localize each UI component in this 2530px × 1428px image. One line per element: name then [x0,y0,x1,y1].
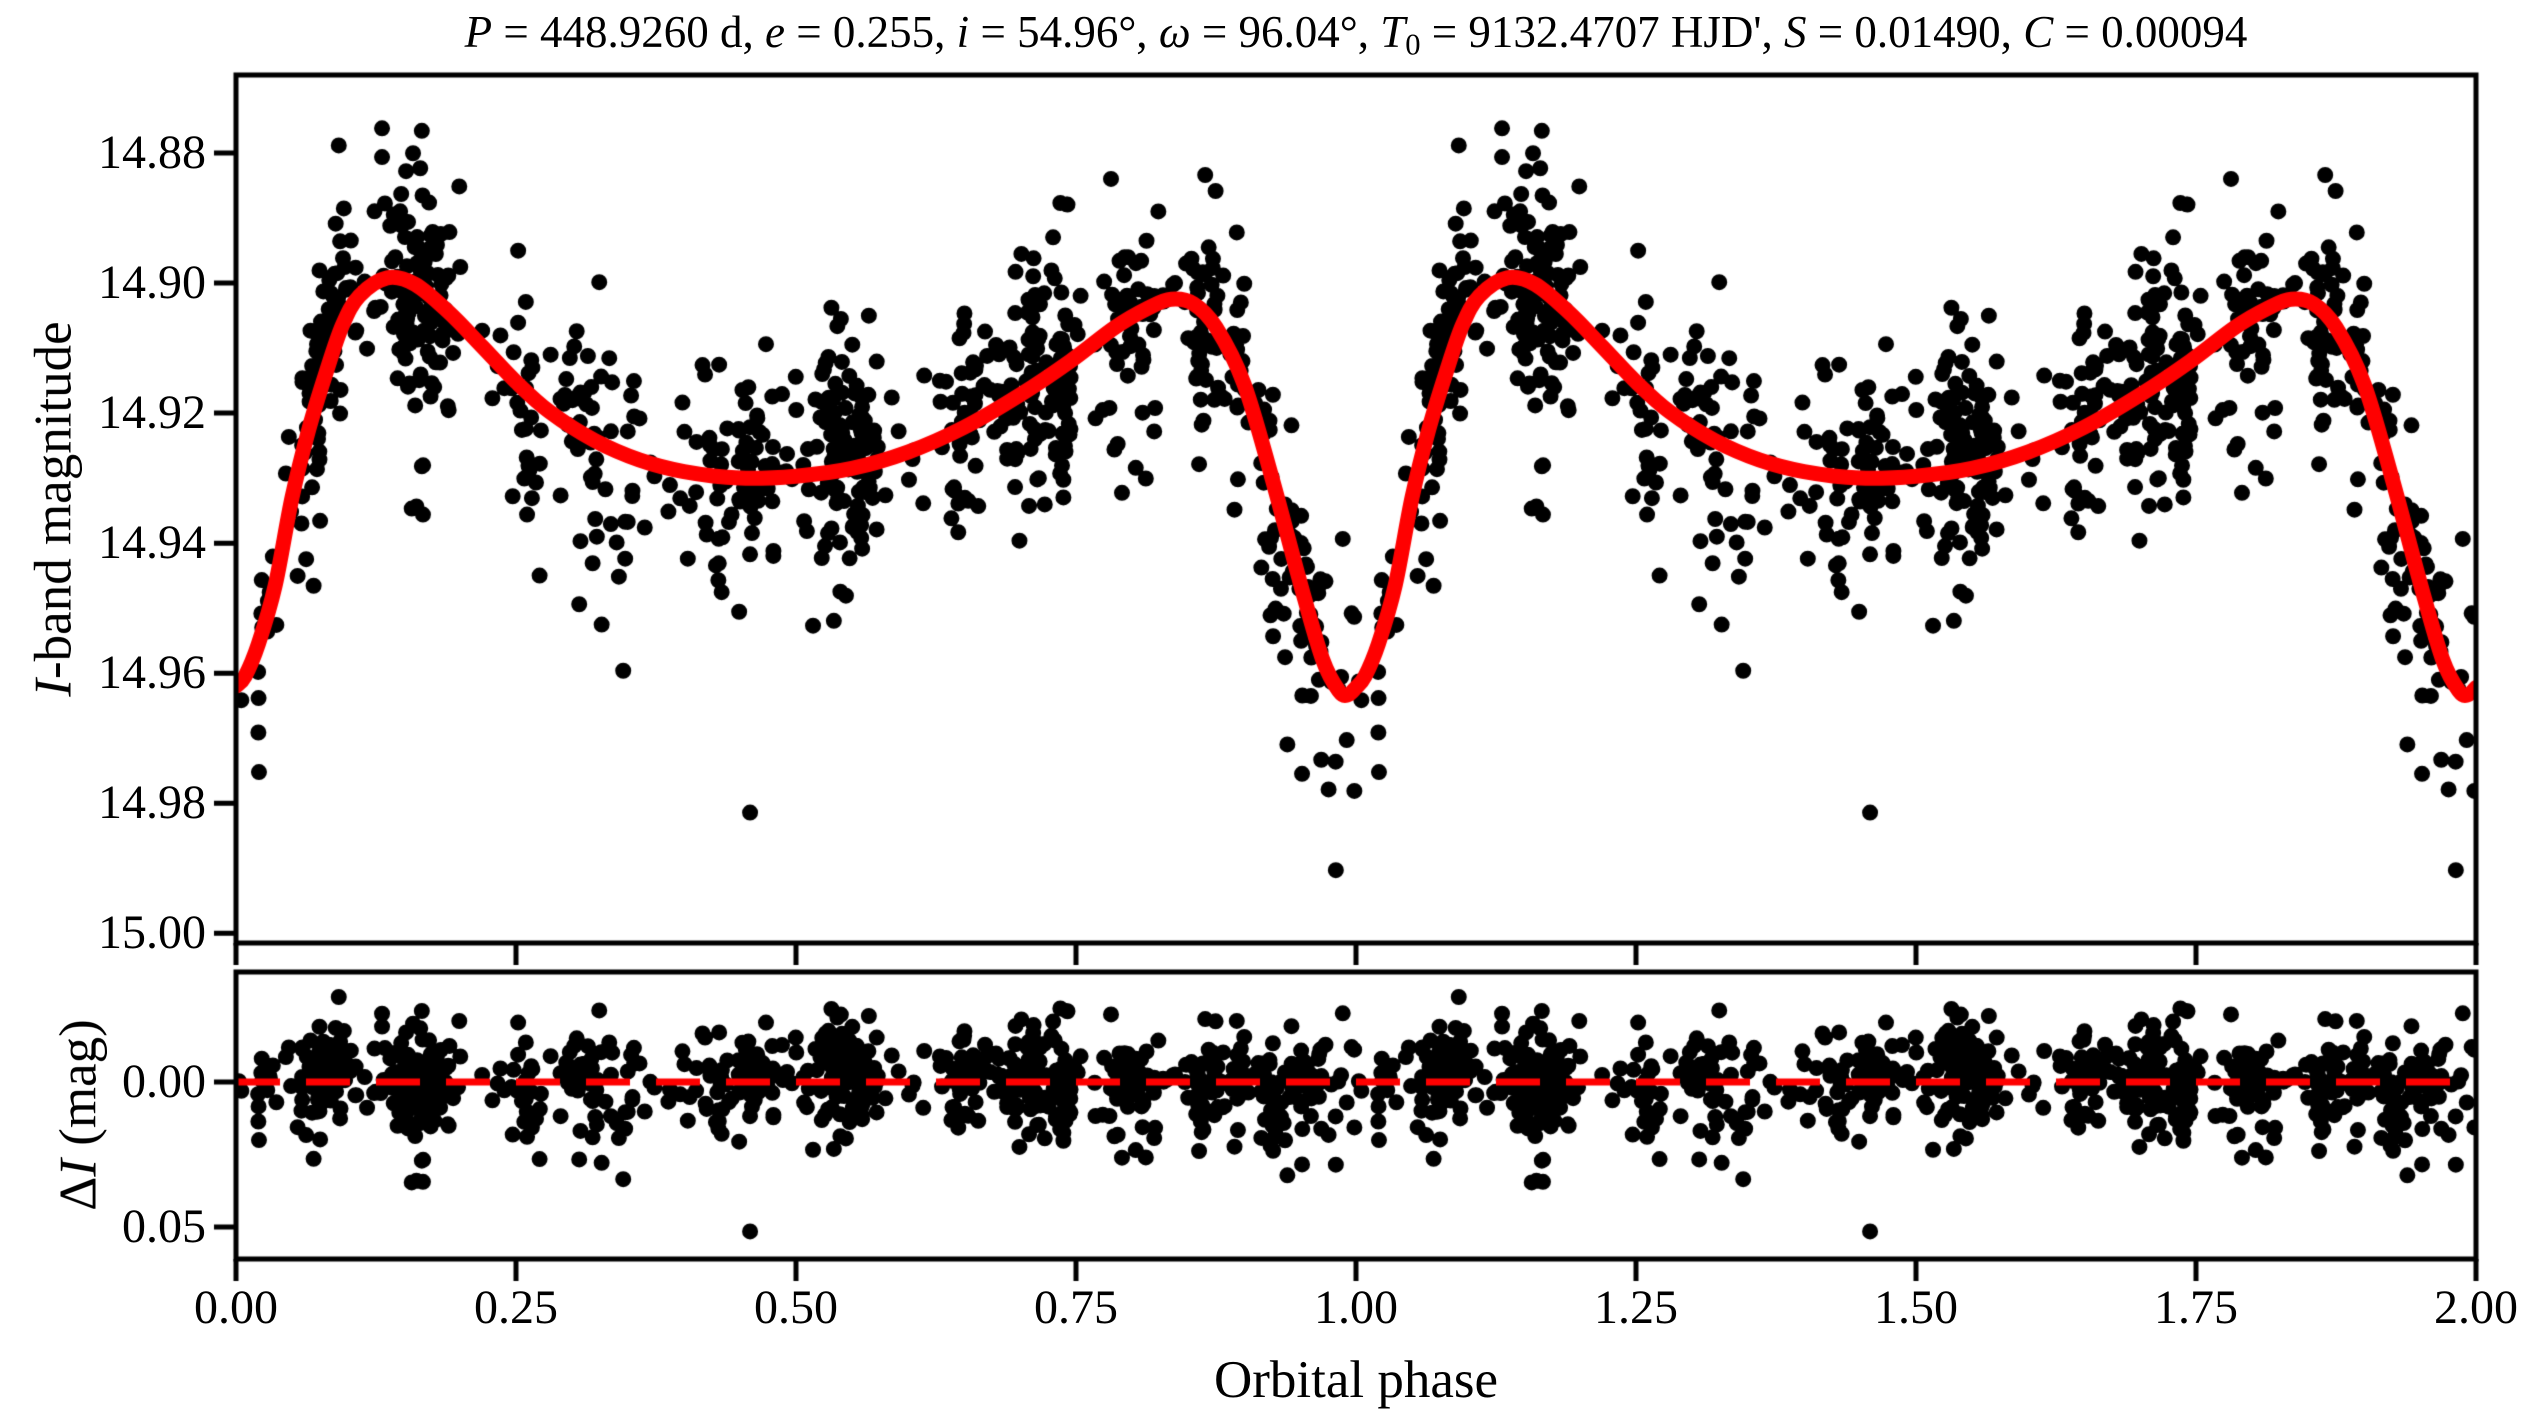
y-axis-label-residual: ΔI (mag) [49,1019,108,1211]
text-segment: I [49,1159,108,1177]
text-segment: i [956,7,970,57]
y-tick-label-top: 14.88 [98,126,206,180]
x-tick-label: 0.25 [474,1281,558,1334]
y-tick-label-top: 14.96 [98,646,206,700]
text-segment: = 96.04°, [1190,7,1381,57]
x-tick-label: 0.00 [194,1281,278,1334]
x-tick-label: 1.75 [2154,1281,2238,1334]
x-tick-label: 1.50 [1874,1281,1958,1334]
x-tick-label: 1.00 [1314,1281,1398,1334]
text-segment: ω [1158,7,1191,57]
x-tick-label: 1.25 [1594,1281,1678,1334]
y-axis-label-magnitude: I-band magnitude [24,321,83,696]
text-segment: = 0.01490, [1806,7,2024,57]
x-axis-label: Orbital phase [1213,1351,1499,1409]
y-tick-label-top: 14.98 [98,776,206,830]
x-tick-label: 0.50 [754,1281,838,1334]
text-segment: = 54.96°, [969,7,1159,57]
text-segment: T [1380,7,1406,57]
text-segment: -band magnitude [24,321,83,679]
plot-title: P = 448.9260 d, e = 0.255, i = 54.96°, ω… [236,6,2476,70]
text-segment: P [464,7,493,57]
text-segment: = 0.255, [785,7,957,57]
y-tick-label-bottom: 0.00 [122,1054,206,1108]
y-tick-label-top: 14.92 [98,386,206,440]
y-tick-label-top: 14.94 [98,516,206,570]
text-segment: e [765,7,786,57]
text-segment: = 0.00094 [2053,7,2248,57]
x-tick-label: 2.00 [2434,1281,2518,1334]
y-tick-label-top: 15.00 [98,906,206,960]
text-segment: S [1784,7,1807,57]
y-tick-label-bottom: 0.05 [122,1200,206,1254]
text-segment: = 448.9260 d, [492,7,766,57]
text-segment: = 9132.4707 HJD', [1420,7,1785,57]
text-segment: 0 [1405,27,1421,62]
text-segment: C [2023,7,2054,57]
x-tick-label: 0.75 [1034,1281,1118,1334]
y-tick-label-top: 14.90 [98,256,206,310]
